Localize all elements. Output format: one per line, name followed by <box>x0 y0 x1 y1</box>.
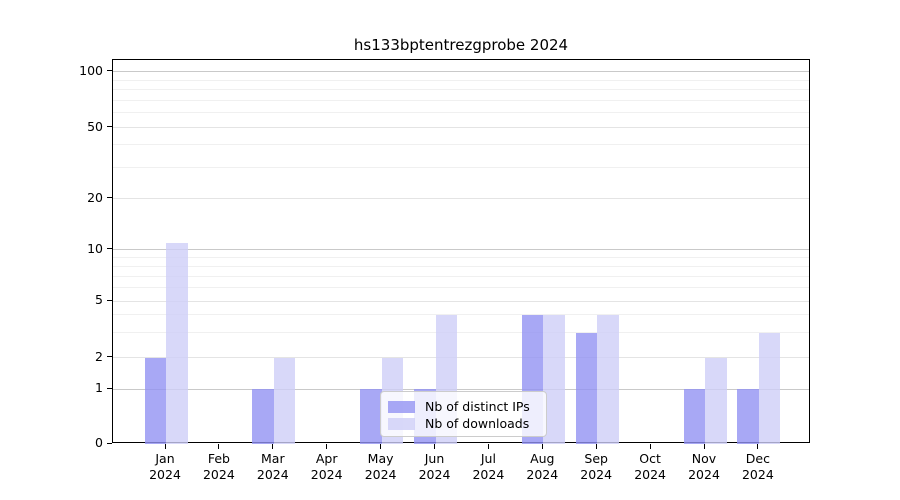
gridline-5 <box>113 300 809 302</box>
legend: Nb of distinct IPs Nb of downloads <box>380 391 547 437</box>
y-tick-mark-100 <box>107 70 112 71</box>
bar-jan-downloads <box>166 242 188 445</box>
bar-dec-distinct-ips <box>737 389 759 445</box>
x-tick-label-apr: Apr 2024 <box>310 451 343 482</box>
y-tick-mark-0 <box>107 442 112 444</box>
bar-nov-distinct-ips <box>683 389 705 445</box>
minor-gridline-7 <box>113 275 809 277</box>
legend-swatch-distinct-ips <box>388 400 415 413</box>
bar-may-distinct-ips <box>360 389 382 445</box>
minor-gridline-8 <box>113 265 809 267</box>
y-tick-mark-1 <box>107 387 112 389</box>
minor-gridline-4 <box>113 314 809 316</box>
y-tick-label-10: 10 <box>87 240 103 256</box>
chart-title: hs133bptentrezgprobe 2024 <box>353 36 569 54</box>
legend-swatch-downloads <box>388 417 415 430</box>
x-tick-label-dec: Dec 2024 <box>741 451 774 482</box>
minor-gridline-30 <box>113 166 809 168</box>
y-tick-label-0: 0 <box>95 435 103 451</box>
gridline-100 <box>113 71 809 72</box>
x-tick-label-oct: Oct 2024 <box>634 451 666 482</box>
y-tick-mark-10 <box>107 248 112 249</box>
legend-entry-distinct-ips: Nb of distinct IPs <box>388 398 538 415</box>
y-tick-label-100: 100 <box>79 62 103 78</box>
gridline-20 <box>113 198 809 200</box>
minor-gridline-80 <box>113 89 809 91</box>
bar-mar-downloads <box>273 357 296 445</box>
y-tick-mark-20 <box>107 197 112 199</box>
bar-sep-distinct-ips <box>575 332 598 445</box>
legend-entry-downloads: Nb of downloads <box>388 415 538 432</box>
bar-sep-downloads <box>597 314 619 445</box>
bar-aug-downloads <box>543 314 565 445</box>
gridline-10 <box>113 249 809 250</box>
bar-dec-downloads <box>758 332 781 445</box>
gridline-2 <box>113 357 809 359</box>
x-tick-label-jul: Jul 2024 <box>472 451 505 482</box>
x-tick-mark-may <box>380 444 382 449</box>
plot-area <box>112 59 810 445</box>
x-tick-label-feb: Feb 2024 <box>202 451 235 482</box>
legend-label-distinct-ips: Nb of distinct IPs <box>425 399 530 414</box>
x-tick-label-mar: Mar 2024 <box>256 451 289 482</box>
minor-gridline-6 <box>113 286 809 288</box>
y-tick-label-20: 20 <box>87 189 103 205</box>
x-tick-label-sep: Sep 2024 <box>580 451 613 482</box>
minor-gridline-3 <box>113 332 809 334</box>
x-tick-mark-mar <box>272 444 274 449</box>
x-tick-label-jan: Jan 2024 <box>149 451 181 482</box>
x-tick-mark-jan <box>164 444 166 449</box>
x-tick-mark-dec <box>757 444 759 449</box>
y-tick-mark-50 <box>107 126 112 127</box>
y-tick-label-2: 2 <box>95 348 103 364</box>
minor-gridline-90 <box>113 79 809 81</box>
minor-gridline-70 <box>113 99 809 101</box>
minor-gridline-60 <box>113 112 809 114</box>
bar-mar-distinct-ips <box>252 389 274 445</box>
gridline-50 <box>113 127 809 128</box>
y-tick-mark-5 <box>107 299 112 301</box>
x-tick-mark-sep <box>595 444 597 449</box>
bar-nov-downloads <box>705 357 727 445</box>
x-tick-mark-jul <box>487 444 489 449</box>
y-tick-mark-2 <box>107 356 112 358</box>
x-tick-label-jun: Jun 2024 <box>418 451 451 482</box>
x-tick-mark-nov <box>703 444 705 449</box>
x-tick-mark-aug <box>541 444 543 449</box>
bar-jan-distinct-ips <box>144 357 166 445</box>
minor-gridline-9 <box>113 256 809 258</box>
x-tick-label-nov: Nov 2024 <box>688 451 720 482</box>
gridline-1 <box>113 388 809 390</box>
x-tick-label-aug: Aug 2024 <box>526 451 559 482</box>
x-tick-mark-apr <box>326 444 328 449</box>
x-tick-label-may: May 2024 <box>364 451 397 482</box>
x-tick-mark-oct <box>649 444 651 449</box>
minor-gridline-40 <box>113 144 809 146</box>
y-tick-label-1: 1 <box>95 380 103 396</box>
x-tick-mark-feb <box>218 444 220 449</box>
x-tick-mark-jun <box>434 444 435 449</box>
y-tick-label-5: 5 <box>95 292 103 307</box>
legend-label-downloads: Nb of downloads <box>425 416 530 431</box>
y-tick-label-50: 50 <box>87 118 103 134</box>
